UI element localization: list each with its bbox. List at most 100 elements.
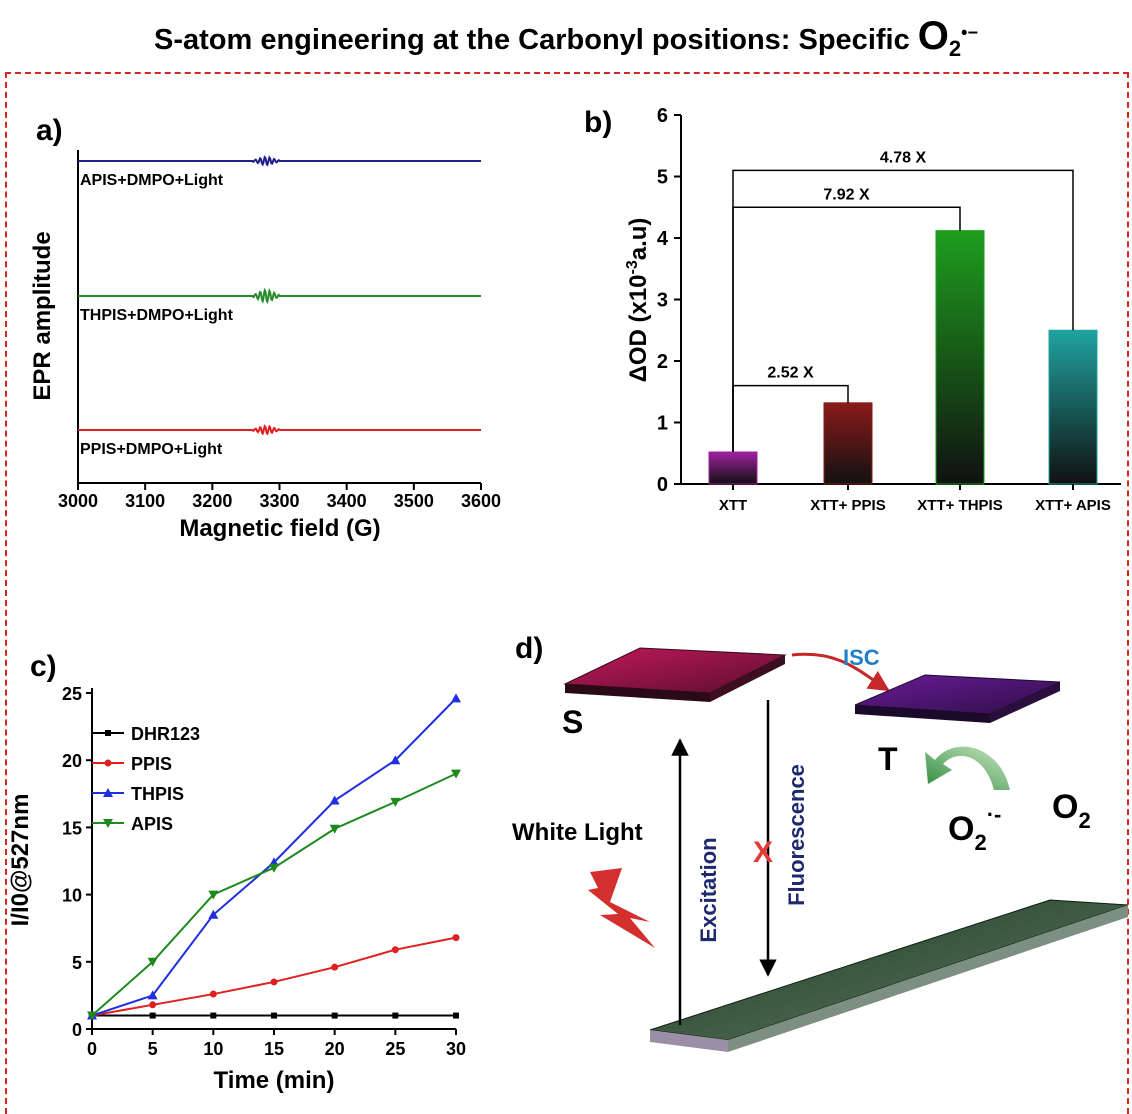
panel-c-y-tick-label: 10 [62,886,82,906]
panel-c-ticks: 0 5 10 15 20 25 30 0 5 10 15 20 25 [62,684,466,1059]
panel-b-bar [935,230,985,485]
panel-a-x-tick-label: 3600 [461,491,501,511]
panel-b-label: b) [584,106,612,139]
panel-a-label: a) [36,114,63,147]
panel-c-data-point [147,990,158,1000]
panel-b-category-label: XTT+ THPIS [917,497,1002,514]
panel-c-data-point [271,1012,277,1019]
panel-c-data-point [270,978,278,986]
panel-a-x-ticks: 3000 3100 3200 3300 3400 3500 3600 [58,483,501,511]
panel-b-y-tick-label: 0 [657,474,668,496]
panel-b-comparison-bracket [732,169,1074,453]
panel-b-y-tick-label: 1 [657,413,668,435]
figure-title: S-atom engineering at the Carbonyl posit… [0,14,1132,62]
panel-b-ylabel-tail: a.u) [625,218,652,261]
panel-b-y-ticks: 0 1 2 3 4 5 6 [657,105,681,496]
panel-c-x-tick-label: 5 [148,1039,158,1059]
panel-c-x-tick-label: 10 [203,1039,223,1059]
dashed-frame [5,72,1129,1114]
panel-b-bar [708,451,758,485]
panel-b-y-tick-label: 2 [657,351,668,373]
panel-c-legend-label: APIS [131,814,173,834]
panel-b-ylabel: ΔOD (x10-3a.u) [624,218,652,383]
oxygen-sub: 2 [1078,808,1090,833]
panel-d-diagram: d) S ISC T O2·- O2 Excitation [512,632,1129,1052]
panel-c-data-point [147,957,158,967]
oxygen-main: O [1052,788,1078,826]
fluorescence-label: Fluorescence [784,764,809,906]
panel-b-category-label: XTT+ PPIS [810,497,885,514]
panel-b-comparison-label: 4.78 X [880,149,927,166]
panel-c-y-tick-label: 15 [62,818,82,838]
title-species-sub: 2 [948,35,962,61]
panel-c-y-tick-label: 20 [62,751,82,771]
panel-b-bars: XTT XTT+ PPIS XTT+ THPIS XTT+ APIS [708,230,1111,514]
singlet-slab [563,647,787,702]
isc-arrow [791,652,890,692]
isc-label: ISC [843,645,880,670]
panel-c-x-tick-label: 30 [446,1039,466,1059]
panel-c-y-tick-label: 5 [72,953,82,973]
panel-c-data-point [331,1012,338,1019]
triplet-slab [854,674,1061,723]
panel-a-series-label: THPIS+DMPO+Light [80,307,234,324]
panel-c-xlabel: Time (min) [214,1067,335,1094]
panel-b-y-tick-label: 6 [657,105,668,127]
panel-c-series [87,693,461,1021]
triplet-label: T [878,741,898,777]
white-light-label: White Light [512,819,643,846]
panel-c-series-line [91,936,457,1017]
panel-c-x-tick-label: 15 [264,1039,284,1059]
panel-c-ylabel: I/I0@527nm [7,794,34,927]
panel-a-epr-chart: a) 3000 3100 3200 3300 3400 3500 3600 APIS+DMP… [29,114,501,542]
panel-a-series-line [78,287,481,305]
panel-a-series-line [78,424,481,436]
panel-a-x-tick-label: 3000 [58,491,98,511]
title-text: S-atom engineering at the Carbonyl posit… [154,24,918,56]
panel-b-y-tick-label: 3 [657,290,668,312]
panel-a-xlabel: Magnetic field (G) [179,515,380,542]
panel-a-series: APIS+DMPO+Light THPIS+DMPO+Light PPIS+DMPO… [78,155,481,458]
title-species: O [917,14,949,58]
panel-c-data-point [329,824,340,834]
panel-b-category-label: XTT [719,497,747,514]
panel-c-data-point [452,934,460,942]
panel-c-x-tick-label: 25 [385,1039,405,1059]
title-species-sup: •− [961,22,978,43]
panel-c-data-point [269,863,279,873]
panel-b-ylabel-main: ΔOD (x10 [625,274,652,382]
panel-b-y-tick-label: 4 [657,228,669,250]
panel-a-x-tick-label: 3100 [125,491,165,511]
panel-c-data-point [451,693,461,703]
panel-a-x-tick-label: 3400 [327,491,367,511]
panel-c-data-point [451,769,461,779]
superoxide-main: O [948,810,974,848]
panel-a-x-tick-label: 3500 [394,491,434,511]
panel-a-series-label: APIS+DMPO+Light [80,172,224,189]
panel-c-data-point [103,788,113,797]
panel-c-data-point [149,1012,156,1019]
panel-c-data-point [210,1012,217,1019]
panel-b-y-tick-label: 5 [657,167,668,189]
panel-b-annotations: 2.52 X 7.92 X 4.78 X [732,149,1074,453]
panel-a-series-line [78,155,481,167]
panel-c-data-point [331,963,339,971]
oxygen-label: O2 [1052,788,1091,833]
fluorescence-blocked-mark: X [753,836,773,869]
panel-c-data-point [209,990,217,998]
panel-c-data-point [103,819,113,828]
superoxide-sup: ·- [987,802,1002,827]
superoxide-label: O2·- [948,802,1001,855]
panel-b-bar-chart: b) 0 1 2 3 4 5 6 XTT XTT+ PPIS XTT+ THPIS XTT+ AP… [584,105,1121,514]
superoxide-sub: 2 [974,830,986,855]
panel-a-x-tick-label: 3200 [192,491,232,511]
panel-c-data-point [391,946,399,954]
panel-b-category-label: XTT+ APIS [1035,497,1111,514]
panel-c-data-point [208,909,219,919]
panel-c-legend-label: DHR123 [131,724,200,744]
panel-c-label: c) [30,650,57,683]
panel-c-x-tick-label: 20 [325,1039,345,1059]
panel-c-data-point [453,1012,459,1019]
excitation-label: Excitation [696,837,721,942]
